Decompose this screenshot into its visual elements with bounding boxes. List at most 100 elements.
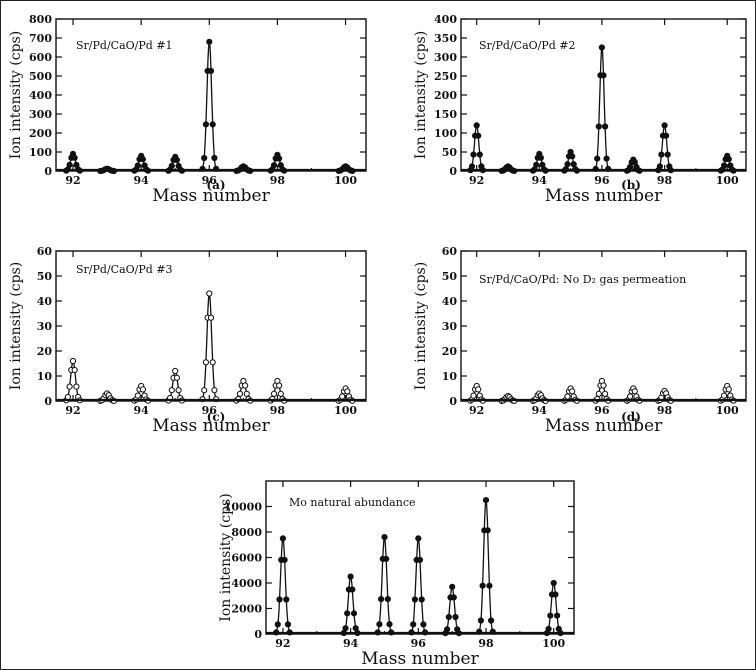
peak-point [209, 359, 216, 366]
y-tick-label: 300 [29, 108, 52, 121]
chart-panel-4: 92 94 96 98 100 0 10 20 30 40 50 60 Sr/Pd/CaO/Pd: No… [413, 245, 747, 436]
peak-point [445, 613, 452, 621]
x-axis-label: Mass number [152, 186, 270, 206]
peak-point [444, 626, 451, 633]
peak-point [274, 621, 281, 628]
peak-line [442, 584, 463, 635]
x-tick-label: 100 [716, 404, 739, 417]
peak-point [721, 162, 728, 169]
chart-panel-3: 92 94 96 98 100 0 10 20 30 40 50 60 Sr/Pd/CaO/Pd #3 M… [8, 245, 367, 436]
y-tick-label: 10 [442, 370, 458, 383]
peak-line [475, 500, 497, 635]
y-tick-label: 2000 [231, 603, 262, 616]
x-tick-label: 96 [202, 174, 218, 187]
panel-annotation: Mo natural abundance [289, 496, 415, 509]
peak-point [602, 390, 609, 397]
y-tick-label: 20 [442, 345, 458, 358]
peak-point [603, 155, 610, 162]
peak-point [381, 534, 388, 541]
x-axis-label: Mass number [152, 416, 270, 436]
peak-point [207, 314, 215, 321]
peak-point [66, 383, 73, 390]
peak-point [134, 162, 141, 169]
peak-point [552, 591, 559, 598]
peak-point [475, 132, 482, 139]
peak-point [656, 163, 664, 170]
y-tick-label: 0 [449, 165, 457, 178]
peak-point [344, 610, 351, 617]
peak-point [631, 388, 638, 395]
peak-point [283, 596, 290, 603]
peak-point [242, 382, 249, 389]
y-tick-label: 10 [37, 370, 53, 383]
peak-point [276, 155, 283, 162]
peak-point [598, 44, 606, 51]
panel-annotation: Sr/Pd/CaO/Pd #1 [76, 39, 173, 52]
chart-panel-5: 92 94 96 98 100 0 2000 4000 6000 8000 10000 Mo natu… [218, 480, 575, 669]
peak-point [281, 556, 288, 564]
x-tick-label: 98 [270, 404, 286, 417]
peak-point [661, 122, 668, 129]
y-tick-label: 40 [442, 295, 458, 308]
peak-point [537, 154, 545, 161]
peak-point [470, 392, 477, 399]
x-axis-label: Mass number [545, 416, 663, 436]
x-tick-label: 98 [657, 174, 673, 187]
peak-point [473, 122, 480, 129]
peak-point [658, 151, 665, 158]
panel-annotation: Sr/Pd/CaO/Pd #3 [76, 263, 173, 276]
x-tick-label: 98 [657, 404, 673, 417]
peak-point [201, 387, 208, 394]
y-tick-label: 50 [442, 146, 458, 159]
peak-point [594, 155, 601, 162]
peak-point [725, 386, 732, 393]
peak-point [725, 156, 732, 163]
peak-point [418, 596, 425, 603]
peak-point [66, 161, 73, 168]
panel-label: (a) [206, 178, 225, 192]
peak-point [71, 366, 78, 374]
peak-point [564, 161, 571, 168]
x-tick-label: 96 [594, 404, 610, 417]
peak-point [207, 67, 215, 75]
panel-annotation: Sr/Pd/CaO/Pd: No D₂ gas permeation [479, 273, 686, 286]
y-tick-label: 150 [434, 108, 457, 121]
y-tick-label: 250 [434, 70, 457, 83]
peak-point [209, 121, 216, 128]
x-tick-label: 98 [478, 637, 494, 650]
peak-point [386, 621, 393, 628]
y-tick-label: 50 [37, 270, 53, 283]
peak-point [211, 154, 218, 162]
y-tick-label: 4000 [231, 577, 262, 590]
peak-point [663, 132, 670, 139]
peak-line [199, 293, 220, 402]
peak-line [199, 41, 220, 172]
peak-point [488, 617, 495, 624]
peak-point [547, 612, 554, 619]
x-tick-label: 92 [469, 404, 484, 417]
x-tick-label: 98 [270, 174, 286, 187]
peak-point [411, 596, 418, 603]
x-axis-label: Mass number [361, 649, 479, 669]
y-axis-label: Ion intensity (cps) [218, 493, 234, 621]
peak-point [486, 582, 493, 589]
x-tick-label: 92 [65, 404, 80, 417]
peak-point [479, 582, 486, 589]
x-tick-label: 100 [542, 637, 565, 650]
y-tick-label: 40 [37, 295, 53, 308]
panel-annotation: Sr/Pd/CaO/Pd #2 [479, 39, 576, 52]
peak-point [236, 390, 244, 397]
y-tick-label: 10000 [224, 501, 263, 514]
y-tick-label: 0 [44, 165, 52, 178]
peak-line [592, 47, 612, 172]
peak-point [349, 586, 356, 593]
peak-point [450, 594, 457, 601]
peak-point [201, 154, 208, 162]
y-tick-label: 800 [29, 13, 52, 26]
x-tick-label: 94 [134, 404, 150, 417]
peak-point [415, 535, 422, 542]
peak-point [270, 390, 278, 397]
peak-point [168, 387, 175, 394]
